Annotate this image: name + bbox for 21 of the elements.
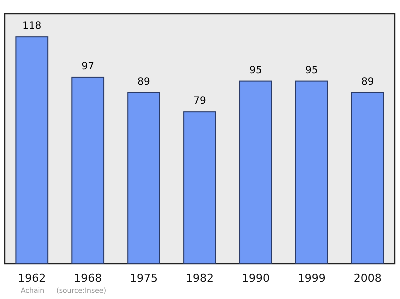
x-tick-label: 1999 (298, 272, 326, 285)
x-tick-label: 1982 (186, 272, 214, 285)
data-label: 97 (82, 61, 94, 72)
x-tick-label: 1968 (74, 272, 102, 285)
data-label: 95 (250, 65, 262, 76)
bar (351, 92, 384, 264)
x-tick-label: 1962 (18, 272, 46, 285)
x-tick-label: 1975 (130, 272, 158, 285)
bar (184, 112, 216, 264)
x-tick-label: 1990 (242, 272, 270, 285)
data-label: 118 (22, 21, 42, 32)
bar (16, 36, 49, 264)
x-tick-label: 2008 (354, 272, 382, 285)
data-label: 95 (306, 65, 318, 76)
bar (128, 92, 160, 264)
data-label: 89 (138, 76, 150, 88)
data-label: 89 (361, 76, 374, 88)
bar (240, 80, 272, 264)
bar (72, 76, 105, 264)
data-label: 79 (194, 96, 206, 108)
bar (295, 80, 328, 264)
